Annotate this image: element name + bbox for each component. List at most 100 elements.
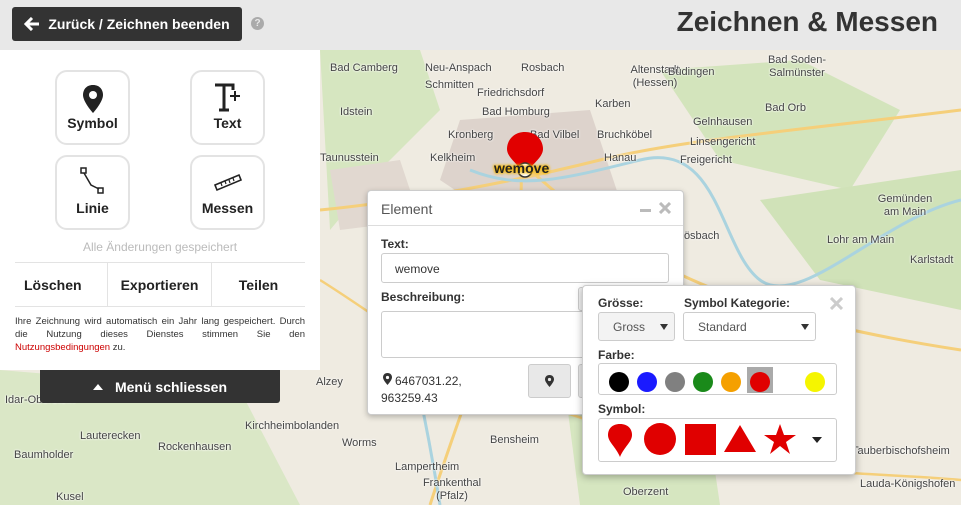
icon bbox=[214, 83, 240, 112]
menu-close-button[interactable]: Menü schliessen bbox=[40, 370, 280, 403]
page-title: Zeichnen & Messen bbox=[676, 6, 938, 37]
map-label: Kelkheim bbox=[430, 152, 476, 164]
color-swatch[interactable] bbox=[805, 372, 825, 392]
color-label: Farbe: bbox=[598, 348, 635, 362]
map-label: Bruchköbel bbox=[597, 129, 653, 141]
tool-label: Text bbox=[213, 115, 242, 131]
text-label: Text: bbox=[381, 237, 409, 251]
category-value: Standard bbox=[698, 320, 747, 334]
locate-button[interactable] bbox=[528, 364, 571, 398]
map-label: Kusel bbox=[56, 491, 84, 503]
icon bbox=[82, 85, 103, 113]
map-label: Bad Homburg bbox=[482, 106, 550, 118]
tool-label: Messen bbox=[201, 200, 254, 216]
map-label: Baumholder bbox=[14, 449, 74, 461]
map-label: Hanau bbox=[604, 152, 637, 164]
action-share[interactable]: Teilen bbox=[238, 276, 279, 293]
text-input[interactable]: wemove bbox=[381, 253, 669, 283]
map-label: Altenstadt (Hessen) bbox=[630, 64, 680, 89]
side-panel: Symbol Text Linie Messen Alle Änderungen… bbox=[0, 50, 320, 370]
coordinates: 6467031.22, 963259.43 bbox=[381, 374, 462, 405]
header: Zurück / Zeichnen beenden ? Zeichnen & M… bbox=[0, 0, 961, 50]
icon bbox=[213, 173, 242, 192]
terms-link[interactable]: Nutzungsbedingungen bbox=[15, 342, 111, 353]
notice-text: Ihre Zeichnung wird automatisch ein Jahr… bbox=[15, 316, 305, 340]
map-label: Neu-Anspach bbox=[425, 62, 492, 74]
tool-label: Symbol bbox=[67, 115, 118, 131]
map-label: Frankenthal (Pfalz) bbox=[422, 477, 482, 502]
caret bbox=[660, 324, 668, 330]
popup-header bbox=[368, 191, 683, 226]
category-label: Symbol Kategorie: bbox=[684, 296, 791, 310]
icon bbox=[79, 167, 104, 194]
map-label: Büdingen bbox=[668, 66, 715, 78]
description-label: Beschreibung: bbox=[381, 290, 466, 304]
map-label: Gelnhausen bbox=[693, 116, 753, 128]
map-label: Bad Orb bbox=[765, 102, 806, 114]
symbol-shapes[interactable] bbox=[599, 419, 836, 461]
color-swatch[interactable] bbox=[665, 372, 685, 392]
pin-icon bbox=[383, 373, 392, 385]
map-label: Worms bbox=[342, 437, 377, 449]
actions: Löschen Exportieren Teilen bbox=[15, 262, 305, 307]
caret bbox=[801, 324, 809, 330]
close-button[interactable] bbox=[659, 202, 671, 214]
map-label: Bad Vilbel bbox=[530, 129, 580, 141]
menu-close-label: Menü schliessen bbox=[114, 378, 228, 395]
map-label: Lohr am Main bbox=[827, 234, 895, 246]
tool-text[interactable]: Text bbox=[190, 70, 265, 145]
arrow-icon bbox=[24, 17, 40, 31]
category-select[interactable]: Standard bbox=[683, 312, 816, 341]
map-label: Alzey bbox=[316, 376, 343, 388]
map-label: Friedrichsdorf bbox=[477, 87, 545, 99]
marker-label: wemove bbox=[494, 160, 550, 176]
map-label: Tauberbischofsheim bbox=[852, 445, 950, 457]
color-swatch[interactable] bbox=[750, 372, 770, 392]
back-label: Zurück / Zeichnen beenden bbox=[48, 16, 230, 32]
map-label: Lampertheim bbox=[395, 461, 460, 473]
notice: Ihre Zeichnung wird automatisch ein Jahr… bbox=[15, 315, 305, 354]
color-swatch[interactable] bbox=[637, 372, 657, 392]
map-label: Rosbach bbox=[521, 62, 565, 74]
notice-suffix: zu. bbox=[112, 342, 126, 353]
map-label: Freigericht bbox=[680, 154, 732, 166]
color-picker bbox=[598, 363, 837, 395]
tool-measure[interactable]: Messen bbox=[190, 155, 265, 230]
map-label: Bad Camberg bbox=[330, 62, 398, 74]
pin-icon bbox=[545, 375, 554, 387]
map-label: Schmitten bbox=[425, 79, 474, 91]
map-label: Hösbach bbox=[676, 230, 720, 242]
size-select[interactable]: Gross bbox=[598, 312, 675, 341]
size-value: Gross bbox=[613, 320, 646, 334]
tool-line[interactable]: Linie bbox=[55, 155, 130, 230]
symbol-popup: Grösse: Symbol Kategorie: Gross Standard… bbox=[582, 285, 856, 475]
map-label: Gemünden am Main bbox=[877, 193, 933, 218]
popup-title: Element bbox=[381, 201, 433, 217]
back-button[interactable]: Zurück / Zeichnen beenden bbox=[12, 7, 242, 41]
map-label: Oberzent bbox=[623, 486, 669, 498]
color-swatch[interactable] bbox=[721, 372, 741, 392]
close-button[interactable] bbox=[830, 297, 843, 310]
map-label: Kirchheimbolanden bbox=[245, 420, 340, 432]
action-export[interactable]: Exportieren bbox=[108, 263, 212, 306]
map-label: Bad Soden-Salmünster bbox=[767, 54, 827, 79]
tool-label: Linie bbox=[76, 200, 109, 216]
minimize-button[interactable] bbox=[640, 209, 651, 212]
color-swatch[interactable] bbox=[693, 372, 713, 392]
map-marker[interactable] bbox=[505, 130, 545, 180]
tool-symbol[interactable]: Symbol bbox=[55, 70, 130, 145]
symbol-label: Symbol: bbox=[598, 402, 646, 416]
map-label: Idstein bbox=[340, 106, 373, 118]
map-label: Rockenhausen bbox=[158, 441, 232, 453]
save-status: Alle Änderungen gespeichert bbox=[82, 240, 238, 254]
help-icon[interactable]: ? bbox=[251, 17, 264, 30]
symbol-picker bbox=[598, 418, 837, 462]
color-swatch[interactable] bbox=[778, 372, 798, 392]
map-label: Lauterecken bbox=[80, 430, 141, 442]
size-label: Grösse: bbox=[598, 296, 644, 310]
map-label: Karben bbox=[595, 98, 631, 110]
color-swatch[interactable] bbox=[609, 372, 629, 392]
action-delete[interactable]: Löschen bbox=[15, 263, 108, 306]
map-label: Karlstadt bbox=[910, 254, 954, 266]
